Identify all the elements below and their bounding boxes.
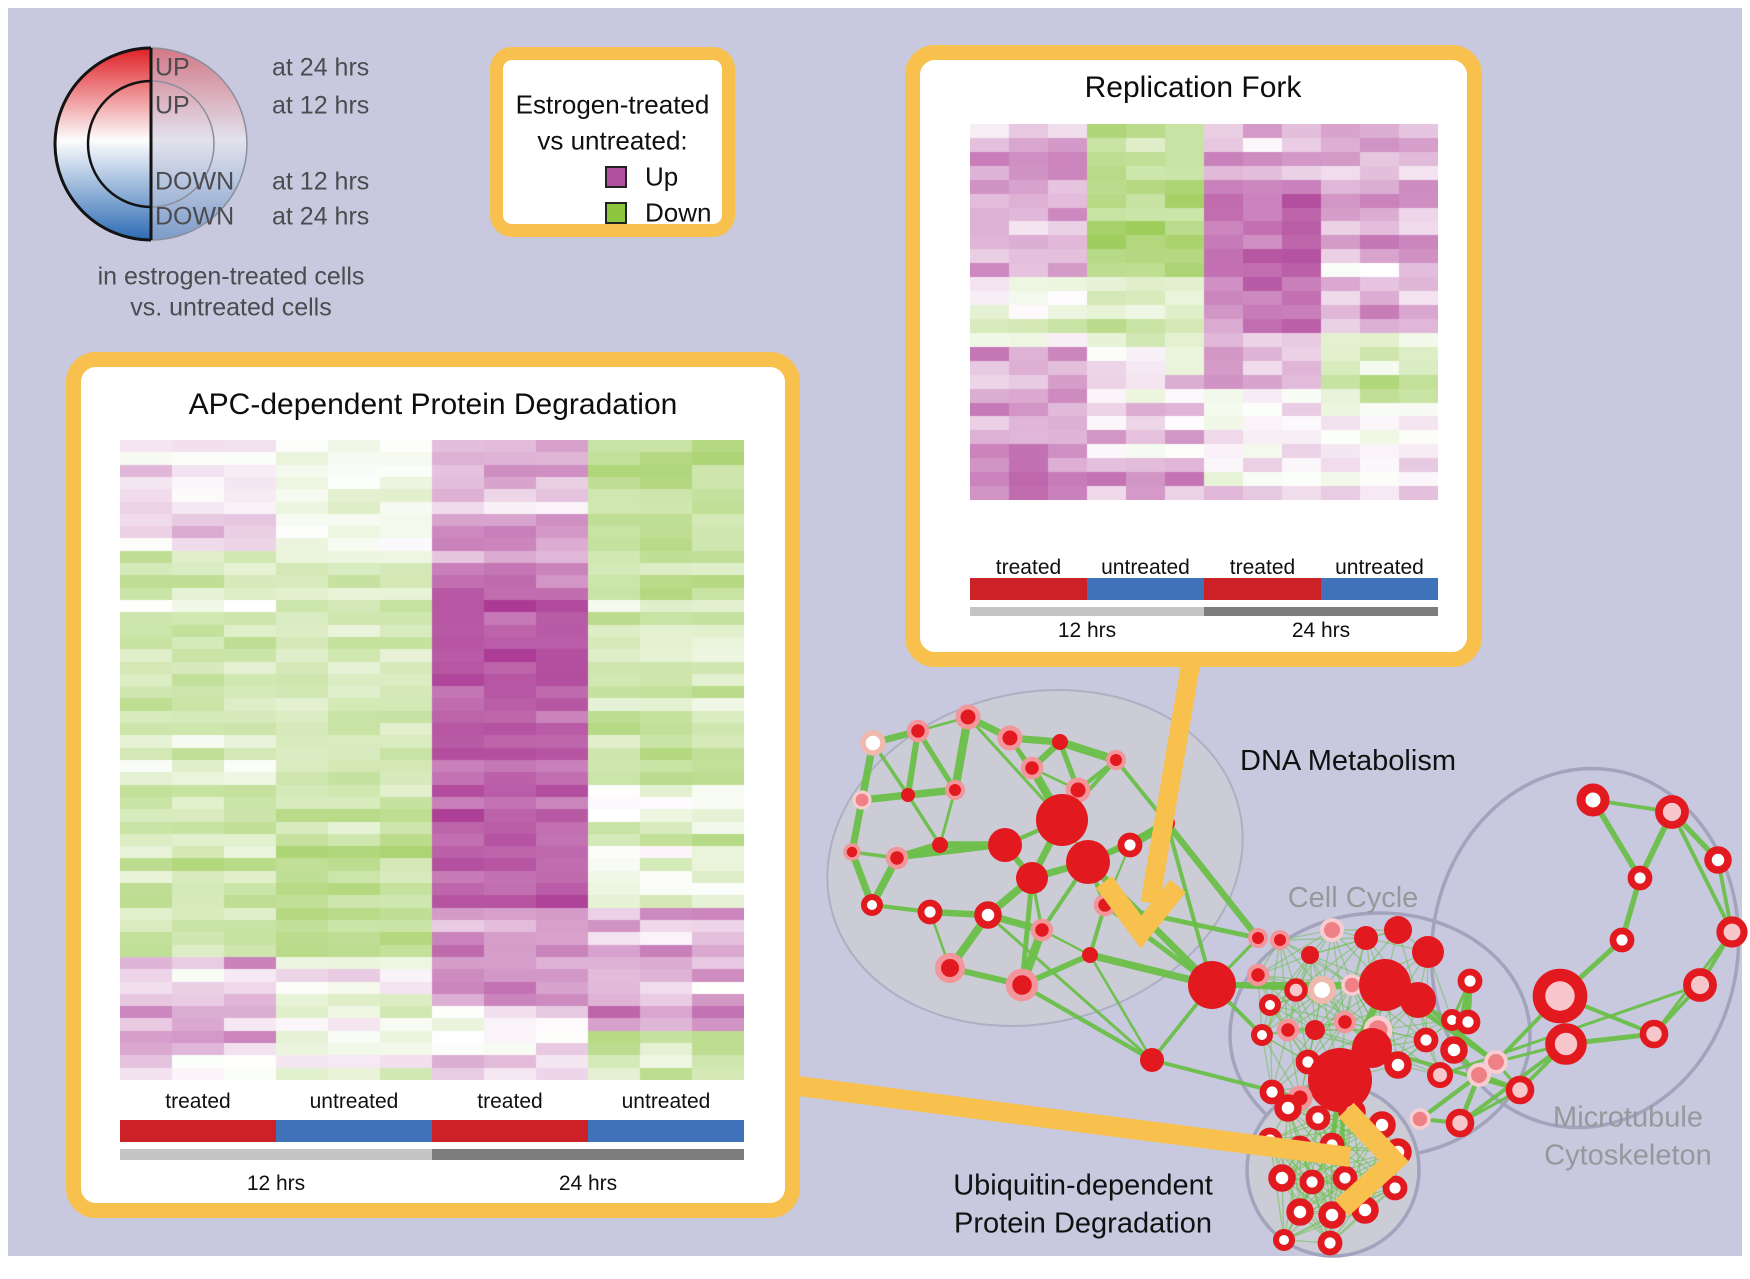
legend-dir-down-12: DOWN xyxy=(155,167,235,196)
updown-time-legend: UP at 24 hrs UP at 12 hrs DOWN at 12 hrs… xyxy=(30,22,431,332)
apc-untreated-bar-1 xyxy=(276,1120,432,1142)
apc-group-label-1: untreated xyxy=(309,1090,399,1113)
apc-group-label-2: treated xyxy=(477,1090,543,1113)
repfork-group-label-2: treated xyxy=(1229,556,1296,579)
down-swatch-label: Down xyxy=(645,197,712,228)
estrogen-legend-title-line2: vs untreated: xyxy=(537,125,688,156)
cell-cycle-label: Cell Cycle xyxy=(1287,882,1419,915)
repfork-untreated-bar-1 xyxy=(1087,578,1204,600)
apc-timebar-0 xyxy=(120,1149,432,1160)
legend-dir-up-24: UP xyxy=(155,53,190,82)
legend-time-up-24: at 24 hrs xyxy=(272,53,370,82)
legend-time-down-12: at 12 hrs xyxy=(272,167,370,196)
apc-untreated-bar-3 xyxy=(588,1120,744,1142)
apc-group-label-3: untreated xyxy=(621,1090,711,1113)
legend-dir-down-24: DOWN xyxy=(155,202,235,231)
apc-treated-bar-2 xyxy=(432,1120,588,1142)
apc-timebar-1 xyxy=(432,1149,744,1160)
apc-time-label-0: 12 hrs xyxy=(246,1172,306,1195)
up-swatch-label: Up xyxy=(645,161,679,192)
estrogen-updown-legend: Estrogen-treated vs untreated: Up Down xyxy=(490,47,735,237)
legend-time-up-12: at 12 hrs xyxy=(272,91,370,120)
dna-metabolism-label: DNA Metabolism xyxy=(1240,745,1456,778)
legend-caption-line1: in estrogen-treated cells xyxy=(97,262,365,291)
legend-dir-up-12: UP xyxy=(155,91,190,120)
microtubule-label: Microtubule Cytoskeleton xyxy=(1544,1101,1712,1171)
apc-group-label-0: treated xyxy=(165,1090,231,1113)
ubiquitin-label: Ubiquitin-dependent Protein Degradation xyxy=(953,1169,1213,1239)
repfork-heatmap xyxy=(970,124,1438,500)
repfork-group-label-0: treated xyxy=(995,556,1062,579)
estrogen-legend-title-line1: Estrogen-treated xyxy=(515,89,710,120)
repfork-group-label-3: untreated xyxy=(1335,556,1424,579)
down-color-swatch xyxy=(605,202,627,224)
repfork-title: Replication Fork xyxy=(1084,71,1302,104)
updown-rings-icon xyxy=(53,46,248,242)
repfork-treated-bar-2 xyxy=(1204,578,1321,600)
apc-time-label-1: 24 hrs xyxy=(558,1172,618,1195)
legend-caption-line2: vs. untreated cells xyxy=(130,293,332,322)
apc-heatmap xyxy=(120,440,744,1080)
repfork-time-label-1: 24 hrs xyxy=(1291,619,1351,642)
repfork-group-label-1: untreated xyxy=(1101,556,1190,579)
repfork-timebar-0 xyxy=(970,607,1204,616)
repfork-untreated-bar-3 xyxy=(1321,578,1438,600)
apc-title: APC-dependent Protein Degradation xyxy=(188,388,678,421)
up-color-swatch xyxy=(605,166,627,188)
apc-treated-bar-0 xyxy=(120,1120,276,1142)
repfork-timebar-1 xyxy=(1204,607,1438,616)
repfork-treated-bar-0 xyxy=(970,578,1087,600)
legend-time-down-24: at 24 hrs xyxy=(272,202,370,231)
repfork-time-label-0: 12 hrs xyxy=(1057,619,1117,642)
